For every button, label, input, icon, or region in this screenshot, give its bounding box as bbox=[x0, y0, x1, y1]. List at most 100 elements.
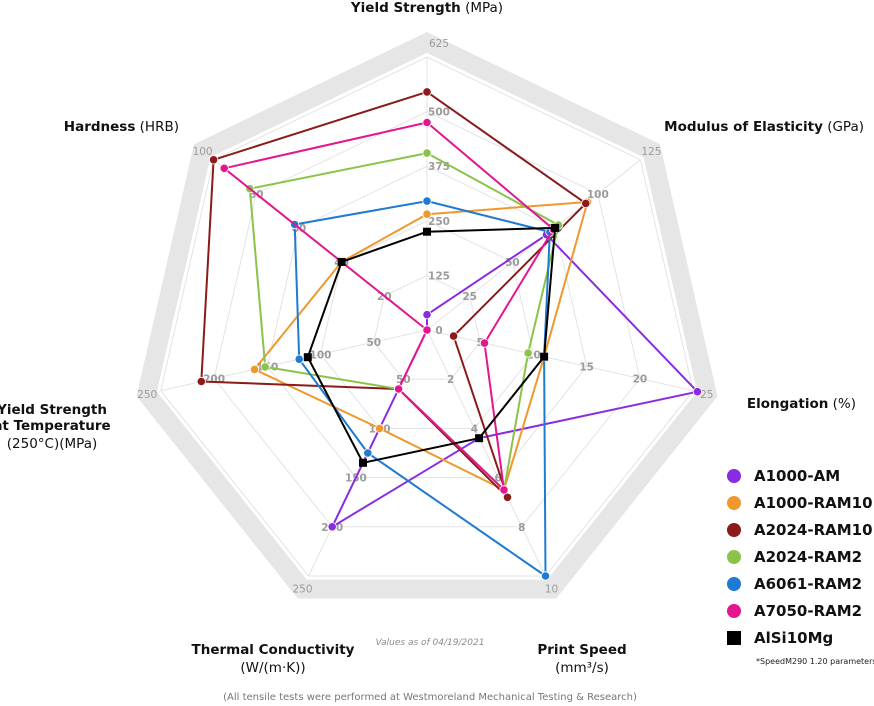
svg-text:Thermal Conductivity: Thermal Conductivity bbox=[192, 642, 355, 658]
tick-label: 50 bbox=[366, 337, 381, 349]
svg-text:Modulus of Elasticity (GPa): Modulus of Elasticity (GPa) bbox=[664, 119, 864, 135]
data-point bbox=[422, 209, 432, 219]
tick-label: 250 bbox=[292, 584, 312, 596]
legend-item: A2024-RAM2 bbox=[727, 548, 862, 566]
legend-label: A7050-RAM2 bbox=[754, 602, 862, 620]
series-line-a6061-ram2 bbox=[293, 200, 551, 577]
axis-title: Yield Strength (MPa) bbox=[350, 0, 503, 16]
data-point bbox=[363, 448, 373, 458]
data-point bbox=[249, 364, 260, 374]
legend-item: AlSi10Mg bbox=[727, 629, 833, 647]
data-point bbox=[422, 87, 432, 97]
data-point bbox=[422, 196, 432, 206]
legend-label: A1000-RAM10 bbox=[754, 494, 873, 512]
data-point bbox=[209, 155, 219, 165]
tick-label: 0 bbox=[435, 325, 442, 337]
tick-label: 10 bbox=[545, 584, 558, 596]
svg-text:Hardness (HRB): Hardness (HRB) bbox=[64, 119, 179, 135]
grid-ring bbox=[213, 111, 641, 528]
axis-titles: Yield Strength (MPa) Modulus of Elasticit… bbox=[0, 0, 864, 676]
data-point bbox=[260, 362, 270, 372]
tick-label: 125 bbox=[428, 270, 450, 282]
legend-swatch bbox=[727, 469, 741, 483]
tick-label: 6 bbox=[494, 473, 501, 485]
legend-label: AlSi10Mg bbox=[754, 629, 833, 647]
legend-item: A1000-RAM10 bbox=[727, 494, 873, 512]
tick-labels: 0125250375500625255075100125510152025246… bbox=[137, 38, 713, 596]
svg-text:Yield Strength (MPa): Yield Strength (MPa) bbox=[350, 0, 503, 16]
data-point bbox=[422, 117, 432, 128]
svg-text:(250°C)(MPa): (250°C)(MPa) bbox=[7, 436, 97, 452]
data-point bbox=[422, 148, 432, 158]
svg-text:at Temperature: at Temperature bbox=[0, 418, 111, 434]
data-point bbox=[359, 458, 367, 467]
chart-footnote: (All tensile tests were performed at Wes… bbox=[223, 692, 637, 703]
axis-title: Thermal Conductivity (W/(m·K)) bbox=[192, 642, 355, 676]
axis-title: Modulus of Elasticity (GPa) bbox=[664, 119, 864, 135]
legend-swatch bbox=[727, 604, 741, 618]
legend: A1000-AM A1000-RAM10 A2024-RAM10 A2024-RAM2… bbox=[727, 467, 873, 647]
grid-ring bbox=[319, 220, 535, 429]
tick-label: 15 bbox=[579, 361, 594, 373]
legend-item: A1000-AM bbox=[727, 467, 840, 485]
grid-spoke bbox=[426, 329, 694, 392]
svg-text:(mm³/s): (mm³/s) bbox=[555, 660, 609, 676]
legend-label: A2024-RAM10 bbox=[754, 521, 873, 539]
series-line-a7050-ram2 bbox=[223, 121, 555, 491]
tick-label: 20 bbox=[633, 374, 648, 386]
tick-label: 500 bbox=[428, 107, 450, 119]
data-point bbox=[294, 354, 304, 364]
tick-label: 250 bbox=[137, 389, 157, 401]
tick-label: 100 bbox=[193, 146, 213, 158]
legend-label: A6061-RAM2 bbox=[754, 575, 862, 593]
legend-swatch bbox=[727, 496, 741, 510]
svg-text:Elongation (%): Elongation (%) bbox=[747, 396, 856, 412]
legend-swatch bbox=[727, 577, 741, 591]
data-point bbox=[423, 227, 431, 236]
data-point bbox=[327, 522, 337, 532]
data-point bbox=[523, 348, 533, 358]
data-point bbox=[692, 387, 703, 397]
grid-ring bbox=[373, 274, 481, 380]
data-point bbox=[422, 325, 432, 335]
legend-item: A6061-RAM2 bbox=[727, 575, 862, 593]
chart-note: Values as of 04/19/2021 bbox=[376, 638, 485, 648]
tick-label: 625 bbox=[429, 38, 449, 50]
legend-item: A7050-RAM2 bbox=[727, 602, 862, 620]
svg-text:Yield Strength: Yield Strength bbox=[0, 402, 107, 418]
tick-label: 25 bbox=[462, 291, 477, 303]
axis-title: Elongation (%) bbox=[747, 396, 856, 412]
data-point bbox=[479, 338, 490, 348]
series-line-alsi10mg bbox=[306, 226, 557, 464]
legend-label: A2024-RAM2 bbox=[754, 548, 862, 566]
series-line-a1000-ram10 bbox=[253, 201, 589, 491]
axis-title: Hardness (HRB) bbox=[64, 119, 179, 135]
tick-label: 8 bbox=[518, 522, 525, 534]
data-point bbox=[502, 492, 513, 502]
data-point bbox=[499, 485, 509, 495]
tick-label: 2 bbox=[447, 374, 454, 386]
data-point bbox=[337, 257, 346, 266]
data-point bbox=[581, 198, 591, 208]
legend-swatch bbox=[727, 523, 741, 537]
svg-text:Print Speed: Print Speed bbox=[537, 642, 626, 658]
legend-item: A2024-RAM10 bbox=[727, 521, 873, 539]
legend-swatch bbox=[727, 631, 741, 645]
grid-ring bbox=[160, 56, 694, 577]
data-point bbox=[475, 434, 484, 443]
data-point bbox=[422, 310, 432, 320]
tick-label: 4 bbox=[471, 423, 478, 435]
tick-label: 375 bbox=[428, 161, 450, 173]
svg-text:(W/(m·K)): (W/(m·K)) bbox=[240, 660, 305, 676]
legend-subnote: *SpeedM290 1.20 parameters bbox=[756, 657, 874, 666]
tick-label: 100 bbox=[310, 349, 332, 361]
series-layer bbox=[196, 87, 703, 581]
data-point bbox=[393, 384, 404, 394]
data-point bbox=[196, 376, 206, 387]
grid-spoke bbox=[426, 329, 546, 577]
legend-label: A1000-AM bbox=[754, 467, 840, 485]
data-point bbox=[303, 353, 312, 362]
tick-label: 200 bbox=[203, 374, 225, 386]
